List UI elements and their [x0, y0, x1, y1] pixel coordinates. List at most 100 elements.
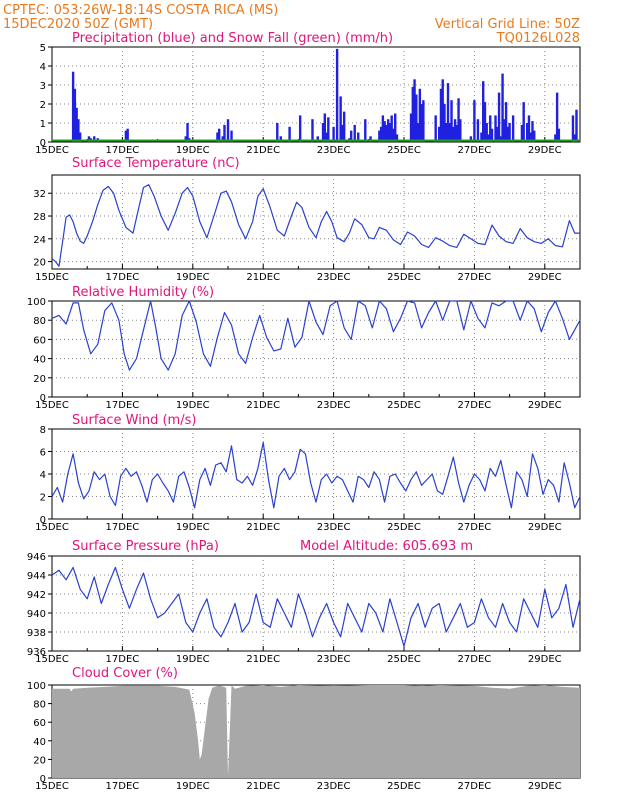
wind-xtick: 29DEC [528, 522, 562, 533]
precip-bar [369, 136, 372, 142]
precipitation-frame [51, 46, 581, 143]
wind-ytick: 8 [40, 425, 46, 436]
humidity-line [51, 300, 581, 371]
precipitation-xtick: 23DEC [317, 145, 351, 156]
temperature-xtick: 21DEC [246, 272, 280, 283]
humidity-ytick: 80 [33, 316, 46, 327]
humidity-xtick: 17DEC [106, 400, 140, 411]
precip-bar [416, 123, 420, 142]
precip-bar [490, 128, 494, 142]
wind-xtick: 17DEC [106, 522, 140, 533]
precip-bar [441, 79, 444, 142]
pressure-xtick: 25DEC [387, 654, 421, 665]
header-grid-note: Vertical Grid Line: 50Z [435, 17, 580, 32]
precip-bar [457, 98, 460, 142]
precip-bar [218, 128, 221, 142]
pressure-xtick: 23DEC [317, 654, 351, 665]
cloud-cover-xtick: 15DEC [35, 781, 69, 792]
wind-ytick: 6 [40, 448, 46, 459]
precipitation-ytick: 3 [40, 81, 46, 92]
precip-bar [216, 132, 219, 142]
temperature-xtick: 15DEC [35, 272, 69, 283]
wind-xtick: 25DEC [387, 522, 421, 533]
precip-bar [448, 123, 451, 142]
pressure-xtick: 21DEC [246, 654, 280, 665]
precip-bar [77, 119, 80, 142]
precip-bar [522, 102, 525, 142]
header-model-id: TQ0126L028 [496, 31, 580, 46]
cloud-cover-ytick: 80 [33, 700, 46, 711]
precip-bar [446, 83, 450, 142]
cloud-cover-ytick: 20 [33, 755, 46, 766]
precip-bar [487, 134, 490, 142]
precip-bar [276, 123, 279, 142]
wind-ytick: 4 [40, 470, 46, 481]
humidity-xtick: 19DEC [176, 400, 210, 411]
panels: Precipitation (blue) and Snow Fall (gree… [27, 31, 581, 792]
wind-xtick: 15DEC [35, 522, 69, 533]
wind-ytick: 2 [40, 493, 46, 504]
precip-bar [184, 136, 187, 142]
precip-bar [298, 115, 302, 142]
humidity-ytick: 100 [27, 297, 46, 308]
precip-bar [409, 113, 413, 142]
precip-bar [342, 111, 346, 142]
precip-bar [557, 128, 561, 142]
header-run-date: 15DEC2020 50Z (GMT) [3, 17, 153, 32]
precip-bar [418, 88, 422, 142]
precipitation-xtick: 21DEC [246, 145, 280, 156]
precip-bar [383, 121, 386, 142]
pressure-ytick: 944 [27, 571, 46, 582]
precip-bar [485, 123, 488, 142]
temperature-xtick: 25DEC [387, 272, 421, 283]
precip-bar [186, 123, 189, 142]
precip-bar [489, 115, 492, 142]
precip-bar [511, 115, 515, 142]
precip-bar [350, 130, 353, 142]
humidity-ytick: 0 [40, 393, 46, 404]
pressure-title: Surface Pressure (hPa) [72, 539, 219, 554]
precip-bar [571, 115, 575, 142]
precip-bar [357, 132, 360, 142]
precip-bar [392, 128, 395, 142]
temperature-xtick: 29DEC [528, 272, 562, 283]
precip-bar [288, 126, 291, 142]
precip-bar [483, 102, 487, 142]
temperature-xtick: 23DEC [317, 272, 351, 283]
humidity-ytick: 60 [33, 335, 46, 346]
cloud-cover-xtick: 21DEC [246, 781, 280, 792]
cloud-cover-xtick: 27DEC [458, 781, 492, 792]
precip-bar [78, 132, 82, 142]
temperature-panel: Surface Temperature (nC) 15DEC 17DEC 19DEC 2… [33, 156, 581, 283]
precip-bar [316, 136, 319, 142]
precip-bar [520, 124, 524, 142]
pressure-xtick: 19DEC [176, 654, 210, 665]
cloud-cover-xtick: 25DEC [387, 781, 421, 792]
cloud-cover-xtick: 17DEC [106, 781, 140, 792]
wind-xtick: 21DEC [246, 522, 280, 533]
precip-bar [526, 123, 529, 142]
cloud-cover-ytick: 100 [27, 681, 46, 692]
precip-bar [455, 124, 458, 142]
cloud-cover-title: Cloud Cover (%) [72, 666, 178, 681]
cloud-cover-xtick: 23DEC [317, 781, 351, 792]
precip-bar [73, 88, 77, 142]
wind-xtick: 27DEC [458, 522, 492, 533]
humidity-title: Relative Humidity (%) [72, 285, 214, 300]
precip-bar [226, 119, 230, 142]
precip-bar [341, 124, 344, 142]
precip-bar [450, 100, 453, 142]
precip-bar [223, 124, 226, 142]
cloud-cover-xtick: 19DEC [176, 781, 210, 792]
precip-bar [413, 79, 416, 142]
temperature-ytick: 28 [33, 212, 46, 223]
precip-bar [555, 92, 559, 142]
pressure-annotation: Model Altitude: 605.693 m [300, 539, 473, 554]
precipitation-xtick: 25DEC [387, 145, 421, 156]
precip-bar [386, 119, 390, 142]
humidity-panel: Relative Humidity (%) 15DEC 17DEC 19DEC 21DE… [27, 285, 581, 411]
precip-bar [411, 86, 414, 142]
precipitation-xtick: 17DEC [106, 145, 140, 156]
precip-bar [480, 132, 483, 142]
